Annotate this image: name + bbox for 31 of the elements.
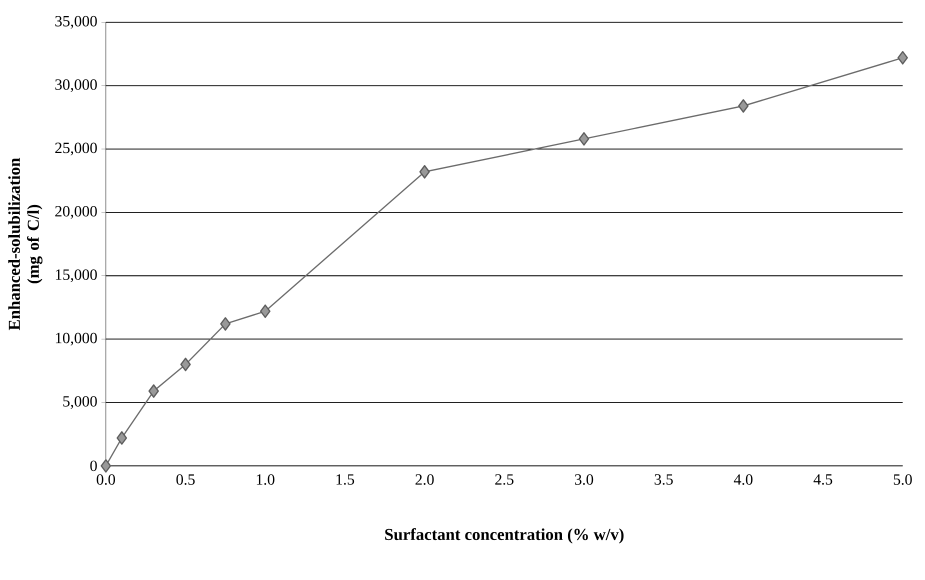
- x-tick-label: 4.0: [734, 474, 752, 486]
- y-tick-label: 5,000: [63, 396, 97, 410]
- x-tick-label: 1.0: [256, 474, 274, 486]
- point: [897, 51, 908, 65]
- point: [180, 358, 191, 372]
- point: [578, 132, 590, 146]
- x-tick-label: 0.0: [96, 474, 116, 486]
- point: [419, 165, 430, 179]
- x-tick-label: 2.0: [416, 474, 434, 486]
- x-tick-label: 2.5: [495, 474, 514, 486]
- point: [148, 384, 159, 398]
- x-tick-label: 0.5: [176, 474, 195, 486]
- x-tick-label: 5.0: [894, 474, 912, 486]
- point: [100, 459, 112, 473]
- point: [260, 304, 271, 318]
- x-axis-title: Surfactant concentration (% w/v): [385, 528, 624, 544]
- y-tick-label: 10,000: [56, 332, 97, 346]
- y-axis-title: Enhanced-solubilization (mg of C/l): [8, 158, 42, 330]
- y-tick-label: 20,000: [55, 206, 97, 220]
- y-tick-label: 30,000: [55, 80, 97, 92]
- y-tick-label: 25,000: [55, 142, 97, 156]
- point: [738, 99, 749, 113]
- x-tick-label: 1.5: [336, 474, 354, 486]
- x-tick-label: 3.0: [574, 474, 594, 486]
- y-tick-label: 15,000: [56, 270, 97, 282]
- y-tick-label: 35,000: [55, 16, 97, 29]
- y-tick-label: 0: [90, 460, 97, 472]
- point: [220, 317, 231, 331]
- point: [116, 431, 128, 445]
- x-tick-label: 4.5: [814, 474, 832, 485]
- x-tick-label: 3.5: [654, 474, 673, 486]
